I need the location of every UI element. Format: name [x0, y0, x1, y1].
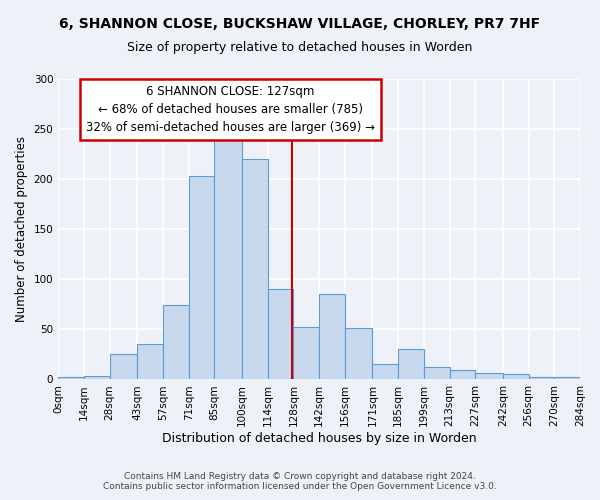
- Bar: [110, 354, 137, 380]
- Text: Size of property relative to detached houses in Worden: Size of property relative to detached ho…: [127, 41, 473, 54]
- Bar: [449, 370, 475, 380]
- Bar: [214, 129, 242, 380]
- X-axis label: Distribution of detached houses by size in Worden: Distribution of detached houses by size …: [162, 432, 476, 445]
- Bar: [373, 364, 398, 380]
- Bar: [319, 294, 345, 380]
- Bar: [163, 306, 188, 380]
- Bar: [293, 328, 319, 380]
- Bar: [475, 374, 503, 380]
- Text: Contains HM Land Registry data © Crown copyright and database right 2024.: Contains HM Land Registry data © Crown c…: [124, 472, 476, 481]
- Bar: [424, 368, 449, 380]
- Bar: [188, 176, 214, 380]
- Bar: [529, 378, 554, 380]
- Text: Contains public sector information licensed under the Open Government Licence v3: Contains public sector information licen…: [103, 482, 497, 491]
- Bar: [503, 374, 529, 380]
- Bar: [84, 376, 110, 380]
- Bar: [268, 290, 293, 380]
- Bar: [137, 344, 163, 380]
- Y-axis label: Number of detached properties: Number of detached properties: [15, 136, 28, 322]
- Bar: [242, 159, 268, 380]
- Bar: [58, 378, 84, 380]
- Text: 6 SHANNON CLOSE: 127sqm
← 68% of detached houses are smaller (785)
32% of semi-d: 6 SHANNON CLOSE: 127sqm ← 68% of detache…: [86, 85, 375, 134]
- Bar: [345, 328, 373, 380]
- Text: 6, SHANNON CLOSE, BUCKSHAW VILLAGE, CHORLEY, PR7 7HF: 6, SHANNON CLOSE, BUCKSHAW VILLAGE, CHOR…: [59, 18, 541, 32]
- Bar: [398, 350, 424, 380]
- Bar: [554, 378, 580, 380]
